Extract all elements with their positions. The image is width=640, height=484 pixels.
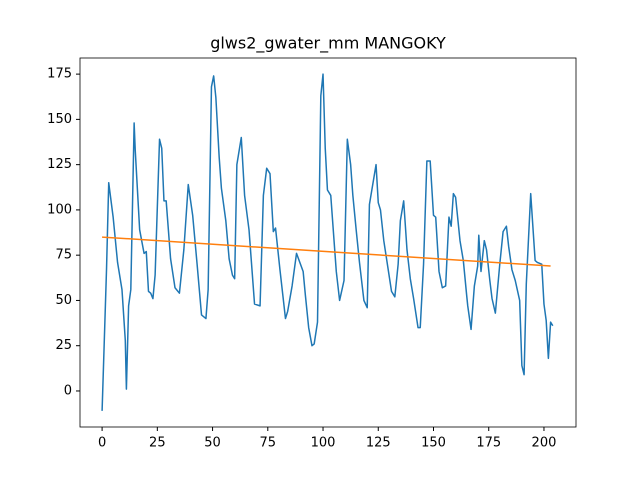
x-tick-label: 150 <box>421 436 446 451</box>
x-tick-label: 75 <box>260 436 277 451</box>
x-tick-label: 0 <box>98 436 106 451</box>
x-tick-label: 100 <box>311 436 336 451</box>
data-line <box>101 73 554 411</box>
x-tick-label: 175 <box>476 436 501 451</box>
y-tick-label: 75 <box>55 248 72 263</box>
x-tick-label: 125 <box>366 436 391 451</box>
x-tick-label: 25 <box>149 436 166 451</box>
y-tick-label: 125 <box>47 157 72 172</box>
y-tick-label: 175 <box>47 67 72 82</box>
plot-frame <box>79 57 577 428</box>
x-tick-label: 200 <box>532 436 557 451</box>
chart-title: glws2_gwater_mm MANGOKY <box>210 34 446 54</box>
y-tick-label: 0 <box>64 383 72 398</box>
x-tick-label: 50 <box>204 436 221 451</box>
y-tick-label: 150 <box>47 112 72 127</box>
data-line <box>102 236 551 267</box>
y-tick-label: 100 <box>47 202 72 217</box>
y-tick-label: 25 <box>55 338 72 353</box>
y-tick-label: 50 <box>55 293 72 308</box>
